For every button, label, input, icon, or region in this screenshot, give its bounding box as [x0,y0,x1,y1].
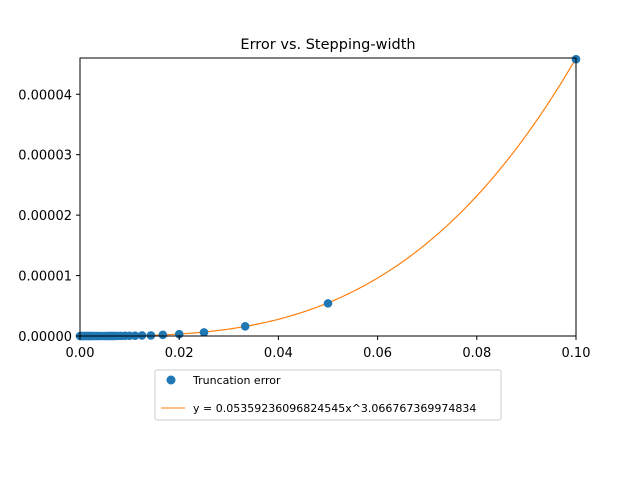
x-tick-label: 0.06 [363,346,392,361]
x-tick-label: 0.08 [462,346,491,361]
x-tick-label: 0.10 [562,346,591,361]
data-point [240,322,250,331]
y-tick-label: 0.00003 [18,149,72,164]
y-tick-label: 0.00004 [18,88,72,103]
x-tick-label: 0.04 [264,346,293,361]
legend-marker-scatter [166,375,176,385]
data-point [158,330,168,340]
data-point [199,328,209,337]
x-axis: 0.00 0.02 0.04 0.06 0.08 0.10 [66,336,591,361]
x-tick-label: 0.00 [66,346,95,361]
y-tick-label: 0.00002 [18,209,72,224]
legend: Truncation error y = 0.05359236096824545… [154,369,502,421]
chart-title: Error vs. Stepping-width [240,37,415,53]
data-point [137,331,147,340]
x-tick-label: 0.02 [165,346,194,361]
data-point [323,299,333,308]
legend-label-truncation-error: Truncation error [192,374,281,387]
data-point [146,331,156,340]
legend-label-fit: y = 0.05359236096824545x^3.0667673699748… [193,402,476,415]
plot-area [75,54,581,341]
fit-curve-line [80,57,577,337]
y-axis: 0.00000 0.00001 0.00002 0.00003 0.00004 [18,88,80,345]
axes-frame [79,57,577,337]
y-tick-label: 0.00000 [18,330,72,345]
y-tick-label: 0.00001 [18,270,72,285]
legend-frame [154,369,502,421]
